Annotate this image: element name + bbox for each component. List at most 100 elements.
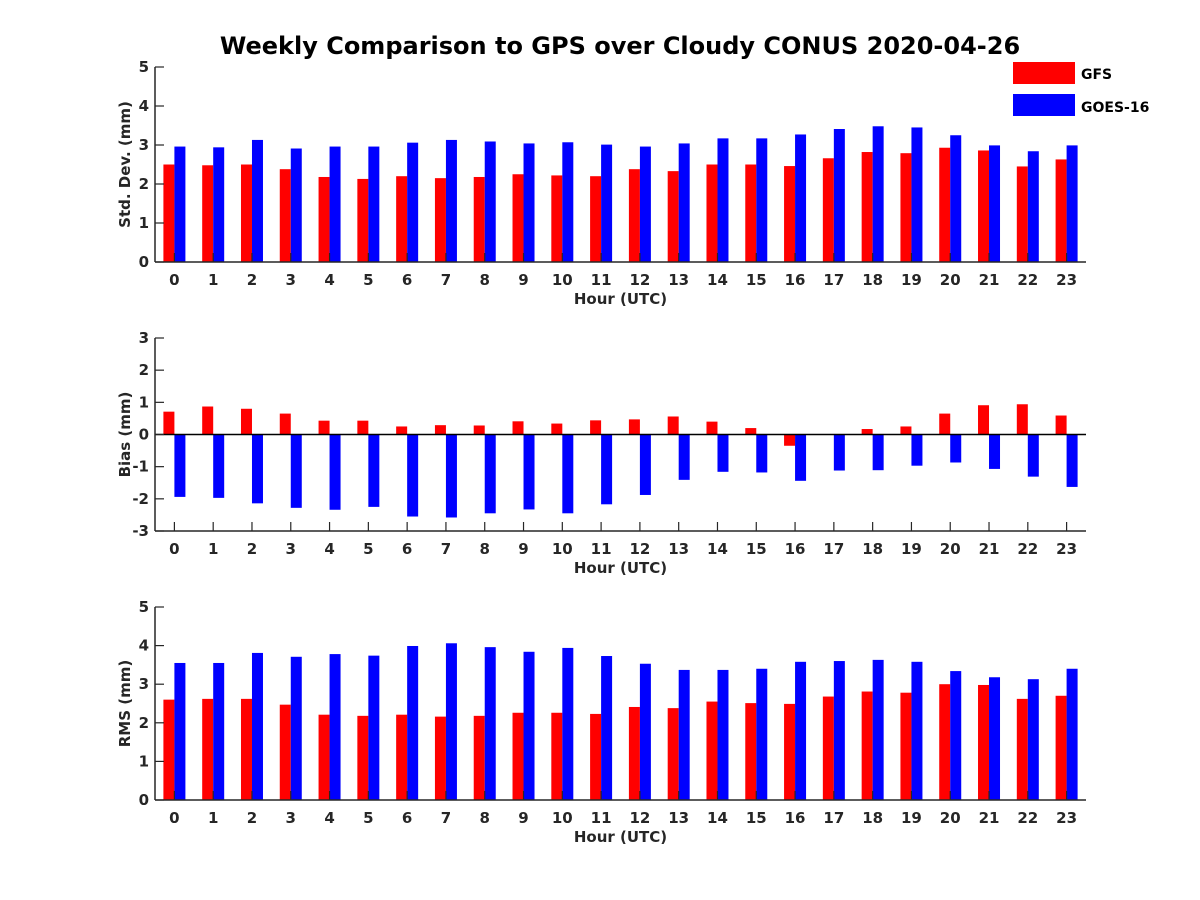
rms-ytick-label: 2 bbox=[139, 714, 149, 732]
bias-bar-goes16-4 bbox=[329, 434, 341, 510]
rms-bar-goes16-17 bbox=[833, 661, 845, 800]
std-dev-bar-gfs-18 bbox=[861, 152, 873, 262]
bias-xtick-label: 13 bbox=[668, 540, 689, 558]
std-dev-bar-goes16-4 bbox=[329, 146, 341, 262]
rms-xtick-label: 21 bbox=[979, 809, 1000, 827]
bias-bar-goes16-16 bbox=[795, 434, 807, 481]
std-dev-xtick-label: 6 bbox=[402, 271, 412, 289]
std-dev-xtick-label: 3 bbox=[286, 271, 296, 289]
legend: GFS GOES-16 bbox=[1013, 62, 1149, 116]
bias-bar-goes16-20 bbox=[950, 434, 962, 463]
bias-bar-gfs-11 bbox=[590, 420, 602, 435]
rms-bar-gfs-20 bbox=[939, 684, 951, 800]
rms-xtick-label: 13 bbox=[668, 809, 689, 827]
std-dev-bar-goes16-14 bbox=[717, 138, 729, 262]
rms-bar-gfs-11 bbox=[590, 713, 602, 800]
bias-bar-goes16-12 bbox=[639, 434, 651, 495]
bias-xtick-label: 6 bbox=[402, 540, 412, 558]
bias-bar-goes16-14 bbox=[717, 434, 729, 472]
std-dev-bar-gfs-19 bbox=[900, 153, 912, 262]
bias-bar-goes16-9 bbox=[523, 434, 535, 510]
std-dev-bar-goes16-8 bbox=[484, 141, 496, 262]
rms-bar-goes16-0 bbox=[174, 662, 186, 800]
legend-label-goes16: GOES-16 bbox=[1081, 100, 1149, 116]
rms-xtick-label: 5 bbox=[363, 809, 373, 827]
std-dev-xtick-label: 14 bbox=[707, 271, 728, 289]
std-dev-bar-goes16-2 bbox=[251, 139, 263, 262]
std-dev-bar-goes16-7 bbox=[445, 139, 457, 262]
bias-xtick-label: 7 bbox=[441, 540, 451, 558]
bias-bar-goes16-11 bbox=[601, 434, 613, 505]
rms-xtick-label: 15 bbox=[746, 809, 767, 827]
bias-bar-gfs-18 bbox=[861, 429, 873, 435]
std-dev-bar-gfs-8 bbox=[473, 176, 485, 262]
std-dev-bar-goes16-20 bbox=[950, 135, 962, 262]
std-dev-bar-goes16-13 bbox=[678, 143, 690, 262]
rms-bar-goes16-21 bbox=[989, 677, 1001, 800]
rms-bar-gfs-10 bbox=[551, 712, 563, 800]
rms-bar-goes16-16 bbox=[795, 661, 807, 800]
std-dev-bar-gfs-4 bbox=[318, 176, 330, 262]
bias-bar-goes16-10 bbox=[562, 434, 574, 514]
rms-bar-gfs-3 bbox=[279, 704, 291, 800]
std-dev-xtick-label: 1 bbox=[208, 271, 218, 289]
bias-bar-gfs-3 bbox=[279, 413, 291, 435]
rms-xtick-label: 7 bbox=[441, 809, 451, 827]
rms-bar-goes16-6 bbox=[407, 645, 419, 800]
rms-xtick-label: 0 bbox=[169, 809, 179, 827]
bias-bar-gfs-9 bbox=[512, 421, 524, 435]
std-dev-bar-gfs-21 bbox=[978, 150, 990, 262]
std-dev-xtick-label: 13 bbox=[668, 271, 689, 289]
std-dev-bar-goes16-0 bbox=[174, 146, 186, 262]
rms-bar-goes16-18 bbox=[872, 659, 884, 800]
bias-bar-gfs-10 bbox=[551, 423, 563, 435]
std-dev-xtick-label: 2 bbox=[247, 271, 257, 289]
std-dev-bar-gfs-16 bbox=[784, 166, 796, 262]
bias-xtick-label: 2 bbox=[247, 540, 257, 558]
bias-xtick-label: 1 bbox=[208, 540, 218, 558]
rms-bar-gfs-8 bbox=[473, 715, 485, 800]
rms-x-axis-label: Hour (UTC) bbox=[574, 828, 667, 846]
rms-xtick-label: 18 bbox=[862, 809, 883, 827]
std-dev-bar-goes16-22 bbox=[1027, 151, 1039, 262]
bias-ytick-label: 3 bbox=[139, 329, 149, 347]
rms-bar-goes16-1 bbox=[213, 662, 225, 800]
std-dev-bar-goes16-12 bbox=[639, 146, 651, 262]
rms-bar-goes16-22 bbox=[1027, 679, 1039, 800]
chart-title: Weekly Comparison to GPS over Cloudy CON… bbox=[220, 32, 1020, 60]
std-dev-xtick-label: 15 bbox=[746, 271, 767, 289]
bias-xtick-label: 22 bbox=[1017, 540, 1038, 558]
rms-xtick-label: 3 bbox=[286, 809, 296, 827]
std-dev-bar-gfs-10 bbox=[551, 175, 563, 262]
std-dev-bar-gfs-6 bbox=[396, 176, 408, 262]
std-dev-xtick-label: 10 bbox=[552, 271, 573, 289]
rms-bar-goes16-13 bbox=[678, 669, 690, 800]
std-dev-ytick-label: 1 bbox=[139, 214, 149, 232]
std-dev-bar-gfs-17 bbox=[822, 158, 834, 262]
rms-bar-gfs-15 bbox=[745, 703, 757, 800]
rms-bar-gfs-14 bbox=[706, 701, 718, 800]
std-dev-xtick-label: 9 bbox=[518, 271, 528, 289]
rms-series-goes16 bbox=[174, 643, 1078, 800]
std-dev-bar-goes16-10 bbox=[562, 142, 574, 262]
bias-bar-gfs-23 bbox=[1055, 415, 1067, 435]
bias-xtick-label: 12 bbox=[629, 540, 650, 558]
std-dev-xtick-label: 20 bbox=[940, 271, 961, 289]
std-dev-bar-goes16-9 bbox=[523, 143, 535, 262]
std-dev-ytick-label: 4 bbox=[139, 97, 149, 115]
bias-xtick-label: 9 bbox=[518, 540, 528, 558]
legend-label-gfs: GFS bbox=[1081, 67, 1112, 83]
bias-xtick-label: 15 bbox=[746, 540, 767, 558]
rms-bar-goes16-9 bbox=[523, 651, 535, 800]
std-dev-bar-gfs-11 bbox=[590, 176, 602, 262]
rms-bar-goes16-11 bbox=[601, 656, 613, 800]
bias-bar-goes16-15 bbox=[756, 434, 768, 473]
rms-y-axis-label: RMS (mm) bbox=[116, 660, 134, 747]
rms-xtick-label: 14 bbox=[707, 809, 728, 827]
rms-bar-goes16-2 bbox=[251, 652, 263, 800]
bias-bar-goes16-21 bbox=[989, 434, 1001, 469]
rms-bar-goes16-15 bbox=[756, 668, 768, 800]
std-dev-bar-goes16-18 bbox=[872, 126, 884, 262]
bias-bar-goes16-22 bbox=[1027, 434, 1039, 477]
